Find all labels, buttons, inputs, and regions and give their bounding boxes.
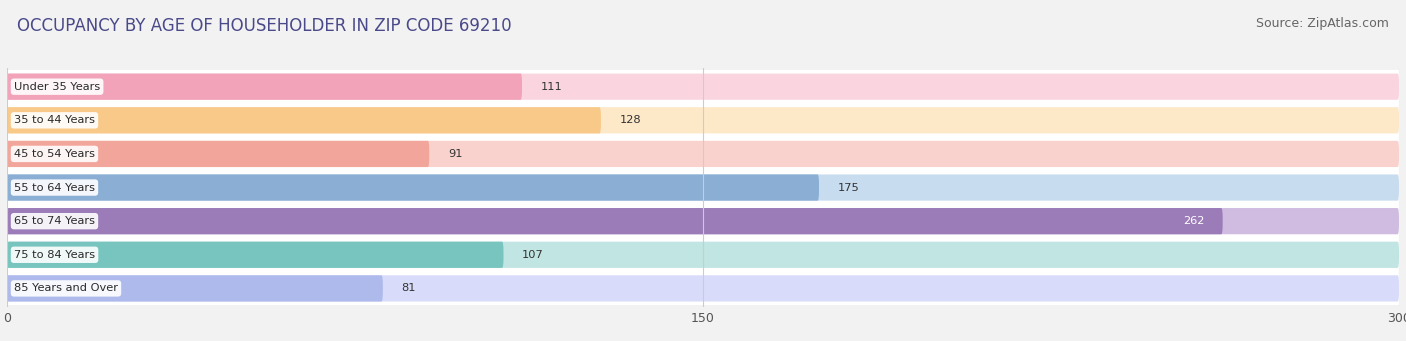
FancyBboxPatch shape [7,242,1399,268]
FancyBboxPatch shape [7,141,1399,167]
Text: 75 to 84 Years: 75 to 84 Years [14,250,96,260]
FancyBboxPatch shape [7,275,382,301]
Bar [7,238,1399,271]
Bar [7,70,1399,104]
Bar [7,204,1399,238]
Text: Source: ZipAtlas.com: Source: ZipAtlas.com [1256,17,1389,30]
Text: OCCUPANCY BY AGE OF HOUSEHOLDER IN ZIP CODE 69210: OCCUPANCY BY AGE OF HOUSEHOLDER IN ZIP C… [17,17,512,35]
Bar [7,171,1399,204]
Text: 107: 107 [522,250,544,260]
Text: 45 to 54 Years: 45 to 54 Years [14,149,96,159]
Text: 65 to 74 Years: 65 to 74 Years [14,216,96,226]
FancyBboxPatch shape [7,208,1223,234]
Bar [7,271,1399,305]
Text: 35 to 44 Years: 35 to 44 Years [14,115,96,125]
Text: 85 Years and Over: 85 Years and Over [14,283,118,293]
Text: 175: 175 [838,182,859,193]
Text: 111: 111 [540,82,562,92]
Text: 91: 91 [447,149,463,159]
Bar [7,137,1399,171]
FancyBboxPatch shape [7,141,429,167]
FancyBboxPatch shape [7,175,818,201]
FancyBboxPatch shape [7,208,1399,234]
FancyBboxPatch shape [7,175,1399,201]
FancyBboxPatch shape [7,107,1399,133]
FancyBboxPatch shape [7,74,1399,100]
Text: 81: 81 [402,283,416,293]
Text: 262: 262 [1182,216,1204,226]
FancyBboxPatch shape [7,242,503,268]
Bar [7,104,1399,137]
Text: 55 to 64 Years: 55 to 64 Years [14,182,96,193]
FancyBboxPatch shape [7,74,522,100]
FancyBboxPatch shape [7,275,1399,301]
Text: Under 35 Years: Under 35 Years [14,82,100,92]
FancyBboxPatch shape [7,107,600,133]
Text: 128: 128 [620,115,641,125]
